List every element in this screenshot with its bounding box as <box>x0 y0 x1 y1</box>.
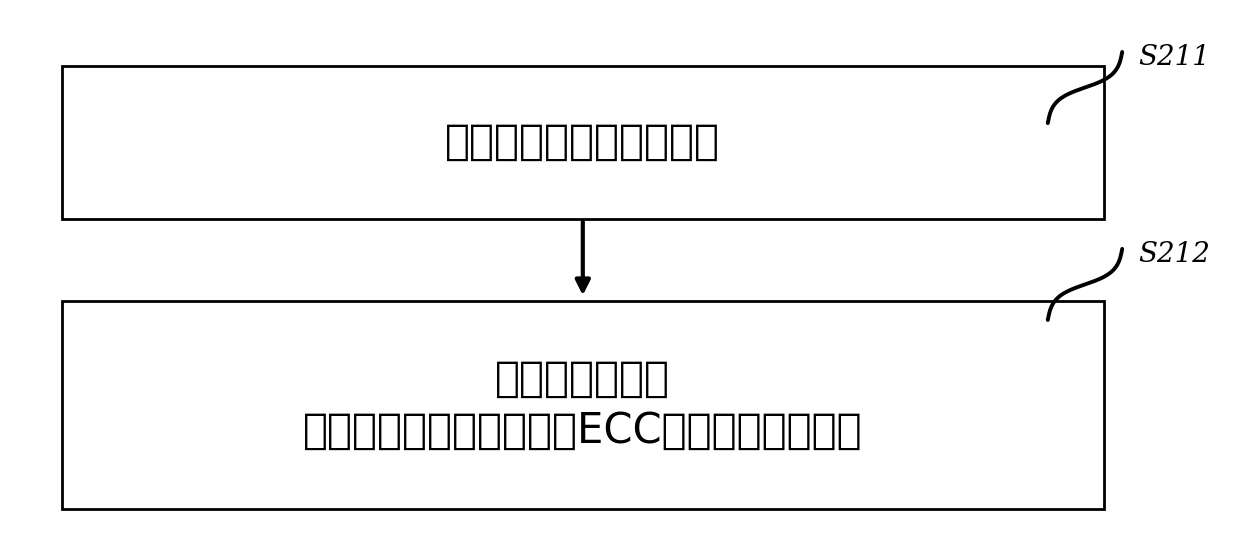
Bar <box>62 301 1104 509</box>
Text: 预设的目标软错误率确定ECC存储器的刷新频率: 预设的目标软错误率确定ECC存储器的刷新频率 <box>303 410 863 452</box>
Text: S211: S211 <box>1138 44 1210 71</box>
Bar <box>62 66 1104 219</box>
Text: S212: S212 <box>1138 241 1210 268</box>
Text: 获取预设的目标软错误率: 获取预设的目标软错误率 <box>445 121 720 163</box>
Text: 根据函数关系和: 根据函数关系和 <box>495 358 671 400</box>
